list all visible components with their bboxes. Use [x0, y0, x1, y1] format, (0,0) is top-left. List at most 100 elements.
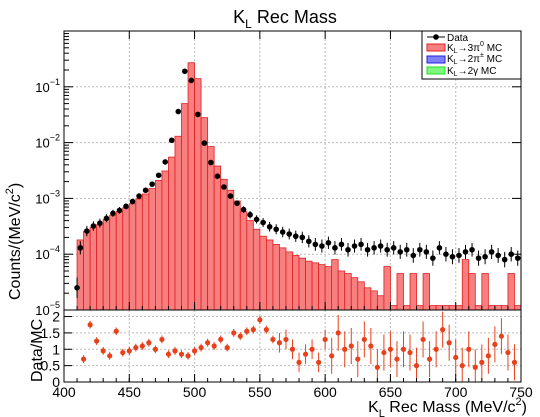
- data-point: [279, 229, 286, 235]
- data-point: [110, 210, 116, 217]
- data-point: [443, 251, 449, 257]
- data-point: [240, 206, 247, 213]
- main-x-ticks: [63, 31, 522, 310]
- mc-3pi0-bar: [187, 62, 195, 311]
- ratio-point: [446, 340, 452, 346]
- ratio-point: [224, 345, 230, 351]
- data-point: [227, 193, 234, 199]
- mc-3pi0-bar: [115, 211, 124, 311]
- legend-2pi-swatch: [426, 55, 446, 64]
- main-y-tick-base: 10: [35, 136, 49, 151]
- ratio-point: [387, 346, 394, 352]
- data-point: [260, 219, 266, 226]
- mc-3pi0-bar: [429, 305, 437, 311]
- data-point: [306, 238, 312, 245]
- ratio-point: [139, 343, 145, 349]
- ratio-point: [427, 356, 433, 362]
- mc-3pi0-bar: [396, 273, 404, 311]
- data-point: [475, 255, 482, 261]
- data-point: [384, 246, 390, 253]
- ratio-panel: 00.511.52 400 450 500 550 600 650 700 750: [41, 309, 533, 400]
- ratio-point: [146, 340, 152, 346]
- x-tick-label: 750: [509, 384, 533, 400]
- mc-3pi0-bar: [220, 178, 228, 311]
- legend-2gamma-decay: →2γ: [458, 66, 479, 77]
- mc-3pi0-bar: [213, 165, 222, 311]
- ratio-point: [159, 336, 165, 343]
- legend-data-label: Data: [447, 33, 469, 44]
- mc-3pi0-bar: [200, 117, 209, 311]
- data-point: [377, 243, 384, 249]
- data-point: [436, 245, 443, 251]
- data-point: [84, 228, 90, 234]
- data-point: [488, 249, 495, 255]
- mc-3pi0-bar: [448, 305, 457, 311]
- ratio-point: [453, 354, 459, 361]
- data-point: [514, 255, 521, 261]
- data-point: [103, 215, 110, 222]
- ratio-point: [407, 349, 413, 356]
- ratio-point: [126, 348, 132, 354]
- x-axis-label-sub: L: [379, 408, 385, 417]
- mc-3pi0-bar: [298, 257, 306, 311]
- mc-3pi0-bar: [285, 251, 293, 311]
- ratio-point: [211, 343, 217, 349]
- data-point: [201, 140, 208, 146]
- mc-3pi0-bar: [442, 305, 450, 311]
- ratio-point: [244, 328, 250, 334]
- mc-3pi0-bar: [83, 230, 91, 311]
- main-y-tick-label: 10−5: [35, 300, 60, 318]
- ratio-point: [237, 333, 243, 339]
- data-point: [181, 68, 188, 75]
- data-point: [123, 203, 129, 210]
- mc-3pi0-bar: [181, 103, 189, 311]
- mc-3pi0-bar: [233, 200, 241, 311]
- ratio-y-tick-label: 2: [52, 309, 60, 325]
- ratio-point: [80, 356, 87, 362]
- ratio-point: [198, 345, 204, 351]
- main-y-tick-base: 10: [35, 303, 49, 318]
- mc-3pi0-bar: [135, 198, 143, 311]
- data-point: [175, 108, 182, 115]
- data-point: [319, 243, 325, 249]
- ratio-y-tick-label: 0: [52, 374, 60, 390]
- legend-3pi0-label: KL→3π0 MC: [447, 41, 502, 55]
- ratio-point: [459, 363, 465, 369]
- data-point: [97, 220, 103, 226]
- mc-3pi0-bar: [481, 273, 489, 311]
- data-point: [188, 77, 195, 84]
- mc-3pi0-bar: [259, 235, 267, 311]
- data-point: [332, 245, 338, 251]
- data-point: [208, 159, 214, 166]
- legend-entry-data: Data: [427, 33, 469, 44]
- mc-3pi0-bar: [154, 180, 163, 311]
- data-point: [423, 249, 430, 255]
- main-y-tick-exp: −5: [50, 300, 60, 310]
- x-tick-label: 600: [313, 384, 337, 400]
- ratio-point: [263, 327, 269, 333]
- legend-2gamma-label: KL→2γ MC: [447, 66, 496, 78]
- x-axis-label-b: Rec Mass (MeV/c: [385, 399, 516, 416]
- data-point: [214, 173, 221, 179]
- mc-3pi0-bar: [514, 305, 522, 311]
- ratio-point: [257, 317, 263, 323]
- ratio-point: [492, 341, 498, 347]
- mc-3pi0-bar: [318, 264, 326, 311]
- ratio-y-tick-label: 0.5: [41, 358, 61, 374]
- mc-3pi0-bar: [148, 188, 156, 311]
- mc-3pi0-bar: [455, 305, 463, 311]
- mc-3pi0-bar: [468, 273, 476, 311]
- x-tick-label: 450: [118, 384, 142, 400]
- data-point: [345, 246, 351, 253]
- legend-data-marker: [433, 34, 439, 40]
- ratio-point: [276, 340, 283, 346]
- mc-3pi0-bar: [501, 305, 509, 311]
- data-point: [234, 200, 240, 207]
- data-point: [247, 211, 253, 218]
- legend-3pi0-mc: MC: [484, 43, 502, 54]
- data-point: [508, 251, 515, 257]
- data-point: [116, 207, 123, 214]
- mc-3pi0-bar: [89, 227, 98, 311]
- ratio-point: [185, 353, 191, 359]
